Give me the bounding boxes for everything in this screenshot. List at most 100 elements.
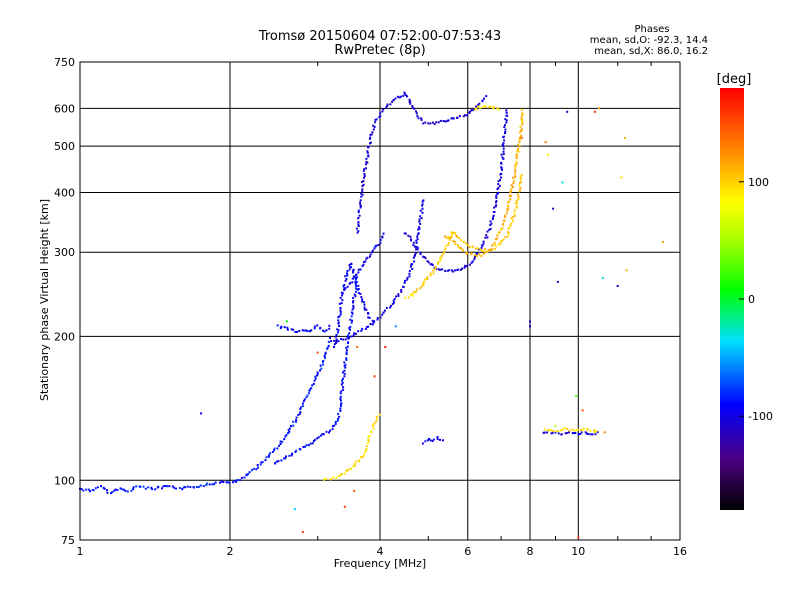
data-point [367,438,370,441]
data-point [352,300,355,303]
data-point [285,320,288,323]
data-point [357,330,360,333]
data-point [484,248,487,251]
data-point [368,434,371,437]
data-point [477,104,480,106]
data-point [447,242,450,245]
data-point [322,329,324,332]
data-point [496,188,499,190]
data-point [357,211,360,214]
data-point [106,491,109,494]
data-point [288,454,291,457]
data-point [301,402,304,405]
data-point [311,442,314,445]
data-point [285,455,287,458]
data-point [497,108,500,111]
data-point [339,409,342,412]
data-point [493,210,496,213]
data-point [493,241,496,244]
data-point [343,288,346,291]
data-point [413,291,415,294]
data-point [482,242,485,245]
data-point [195,486,198,489]
data-point [479,248,482,251]
data-point [440,254,443,257]
data-point [418,226,421,229]
data-point [336,419,339,422]
data-point [483,105,486,108]
data-point [327,340,330,343]
data-point [456,116,459,119]
data-point [316,351,319,354]
data-point [292,328,295,331]
data-point [359,205,362,207]
data-point [437,268,440,271]
data-point [351,281,354,284]
data-point [386,105,389,107]
data-point [110,492,113,495]
data-point [363,261,365,264]
data-point [356,231,359,234]
colorbar-tick-label: -100 [748,410,773,423]
data-point [343,284,346,286]
data-point [281,440,284,443]
data-point [422,284,425,286]
data-point [556,430,559,433]
data-point [341,299,344,302]
data-point [359,268,362,271]
data-point [504,132,506,135]
data-point [391,100,394,103]
data-point [409,100,412,103]
data-point [361,193,364,196]
data-point [182,486,185,489]
data-point [571,432,574,435]
data-point [350,266,353,269]
data-point [441,268,444,271]
data-point [463,266,466,269]
data-point [364,327,367,330]
data-point [495,200,498,203]
data-point [415,112,418,115]
data-point [440,256,443,259]
data-point [402,285,405,288]
data-point [342,285,345,288]
data-point [603,431,606,434]
data-point [171,485,174,488]
data-point [549,429,552,432]
data-point [350,315,353,318]
data-point [556,280,559,283]
data-point [317,436,320,439]
chart-subtitle: RwPretec (8p) [334,43,425,58]
data-point [464,114,467,117]
data-point [573,429,576,432]
data-point [505,119,508,122]
data-point [439,119,442,122]
data-point [103,487,106,490]
data-point [589,430,592,433]
data-point [504,124,506,127]
data-point [351,277,354,280]
data-point [424,257,427,260]
data-point [465,251,468,254]
data-point [487,249,490,251]
data-point [423,256,426,258]
data-point [357,217,360,219]
data-point [340,291,343,294]
stats-block: Phases mean, sd,O: -92.3, 14.4 mean, sd,… [590,24,708,57]
data-point [529,320,531,323]
data-point [325,329,328,332]
x-tick-label: 4 [377,545,384,558]
data-point [316,437,319,440]
y-tick-label: 400 [54,186,75,199]
data-point [348,337,350,339]
data-point [494,205,497,208]
data-point [500,240,502,243]
data-point [367,316,370,319]
data-point [521,123,524,126]
data-point [342,386,345,389]
data-point [339,474,342,476]
data-point [486,250,489,253]
data-point [364,260,367,263]
data-point [507,205,510,207]
data-point [305,396,308,399]
